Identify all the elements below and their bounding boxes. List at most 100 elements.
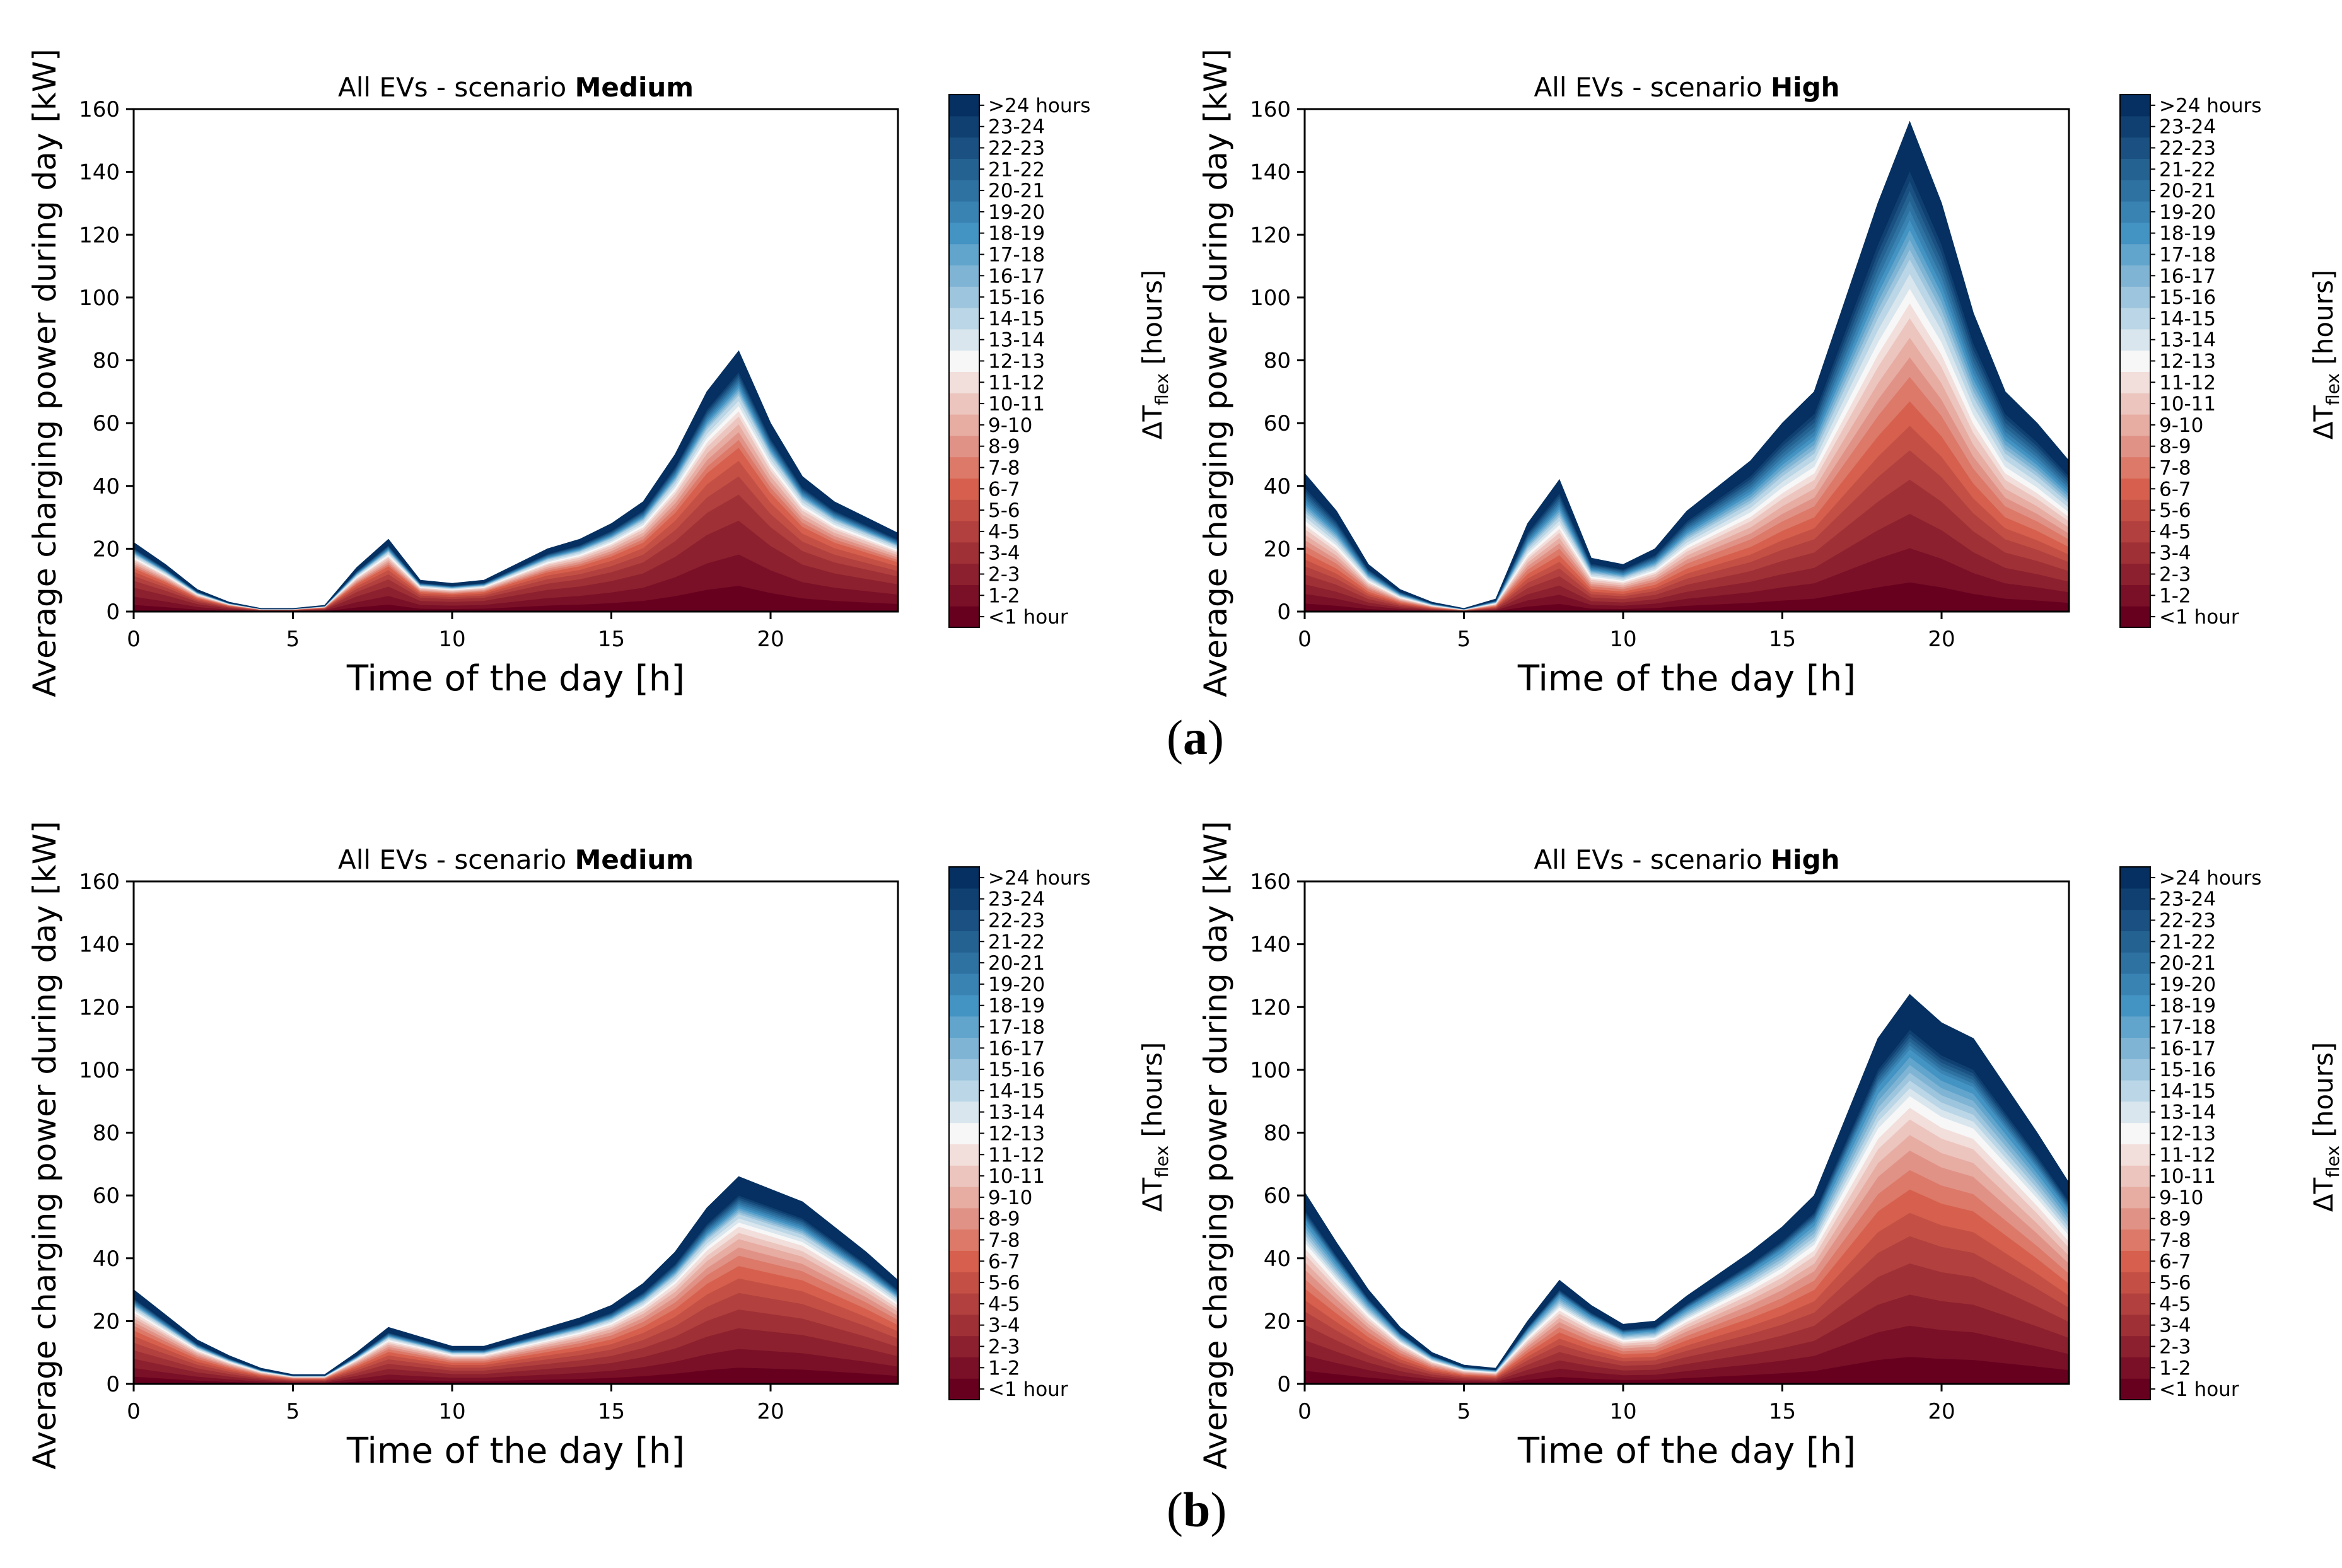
colorbar-tick-label: 11-12 — [988, 371, 1045, 394]
y-tick-label: 40 — [93, 474, 120, 499]
colorbar-swatch-11 — [2120, 1165, 2150, 1187]
colorbar-swatch-6 — [949, 1272, 979, 1294]
colorbar-tick-label: 19-20 — [2159, 973, 2216, 996]
y-tick-label: 160 — [1250, 97, 1291, 122]
colorbar-swatch-10 — [2120, 1187, 2150, 1209]
colorbar-swatch-5 — [949, 1293, 979, 1315]
colorbar-swatch-9 — [949, 435, 979, 458]
y-tick-label: 140 — [1250, 160, 1291, 185]
colorbar-tick-label: <1 hour — [2159, 1378, 2239, 1401]
colorbar-tick-label: 22-23 — [2159, 137, 2216, 160]
colorbar-tick-label: 4-5 — [2159, 521, 2191, 543]
colorbar-tick-label: 20-21 — [2159, 180, 2216, 202]
chart-title: All EVs - scenario Medium — [338, 72, 694, 103]
colorbar-tick-label: 21-22 — [988, 931, 1045, 953]
colorbar-tick-label: 9-10 — [988, 414, 1032, 437]
colorbar-swatch-18 — [949, 1016, 979, 1038]
colorbar-swatch-2 — [949, 1357, 979, 1379]
colorbar-tick-label: 15-16 — [2159, 1059, 2216, 1081]
colorbar-tick-label: 9-10 — [2159, 1187, 2203, 1209]
colorbar-swatch-12 — [949, 371, 979, 393]
colorbar-label-suffix: [hours] — [2308, 270, 2339, 373]
colorbar-swatch-21 — [2120, 180, 2150, 202]
y-tick-label: 40 — [93, 1246, 120, 1272]
y-tick-label: 20 — [93, 1309, 120, 1334]
colorbar-tick-label: 10-11 — [988, 393, 1045, 415]
area-bands — [1304, 120, 2070, 612]
chart-title-prefix: All EVs - scenario — [338, 844, 575, 875]
colorbar-swatch-23 — [949, 909, 979, 931]
x-tick-label: 5 — [1457, 1399, 1471, 1424]
colorbar-swatch-2 — [2120, 1357, 2150, 1379]
colorbar-swatch-4 — [949, 1314, 979, 1337]
colorbar-swatch-15 — [949, 308, 979, 330]
colorbar-swatch-6 — [2120, 499, 2150, 521]
y-axis-label: Average charging power during day [kW] — [1197, 821, 1234, 1470]
colorbar-swatch-23 — [2120, 137, 2150, 159]
colorbar-swatch-17 — [2120, 1037, 2150, 1059]
colorbar-tick-label: 14-15 — [2159, 1080, 2216, 1103]
colorbar-swatch-4 — [2120, 1314, 2150, 1337]
colorbar-frame — [948, 94, 980, 628]
colorbar-tick-label: >24 hours — [988, 867, 1090, 890]
colorbar-swatch-7 — [2120, 478, 2150, 500]
colorbar-tick-label: >24 hours — [988, 95, 1090, 117]
colorbar-swatch-8 — [2120, 1229, 2150, 1251]
colorbar-swatch-7 — [949, 478, 979, 500]
colorbar-swatch-4 — [2120, 542, 2150, 564]
colorbar-swatch-19 — [2120, 994, 2150, 1017]
colorbar-tick-label: 10-11 — [2159, 393, 2216, 415]
colorbar-swatch-3 — [949, 1335, 979, 1357]
colorbar-tick-label: 14-15 — [988, 308, 1045, 330]
colorbar-swatch-21 — [949, 180, 979, 202]
colorbar-swatch-19 — [949, 222, 979, 245]
y-tick-label: 100 — [1250, 1058, 1291, 1083]
colorbar-swatch-20 — [949, 201, 979, 223]
colorbar-tick-label: 6-7 — [988, 1250, 1020, 1273]
colorbar-swatch-25 — [949, 867, 979, 889]
colorbar-tick-label: 23-24 — [988, 116, 1045, 139]
colorbar-tick-label: 12-13 — [988, 1123, 1045, 1146]
area-bands — [1304, 994, 2070, 1385]
colorbar-tick-label: 8-9 — [2159, 1208, 2191, 1231]
chart-4: 0 5 10 15 20 0 20 40 60 80 100 120 140 160 All EVs - s… — [1197, 821, 2342, 1472]
colorbar-tick-label: 2-3 — [2159, 564, 2191, 586]
colorbar-tick-label: 16-17 — [2159, 1037, 2216, 1060]
colorbar-swatch-20 — [949, 973, 979, 996]
colorbar-tick-label: 8-9 — [988, 436, 1020, 458]
x-axis-label: Time of the day [h] — [346, 658, 685, 699]
x-tick-label: 15 — [1769, 1399, 1796, 1424]
colorbar-swatch-3 — [2120, 1335, 2150, 1357]
colorbar-tick-label: 22-23 — [988, 137, 1045, 160]
colorbar-tick-label: 15-16 — [988, 1059, 1045, 1081]
panel-label-b: (b) — [1167, 1482, 1227, 1537]
colorbar-tick-label: 18-19 — [988, 995, 1045, 1018]
colorbar-swatch-17 — [949, 265, 979, 287]
colorbar-tick-label: 14-15 — [2159, 308, 2216, 330]
colorbar-swatch-12 — [949, 1144, 979, 1166]
colorbar-label-suffix: [hours] — [1137, 1042, 1168, 1146]
area-bands — [133, 1176, 899, 1385]
colorbar-swatch-20 — [2120, 973, 2150, 996]
colorbar-swatch-12 — [2120, 1144, 2150, 1166]
colorbar-label-sub: flex — [2322, 373, 2342, 405]
colorbar-tick-label: 17-18 — [988, 244, 1045, 267]
y-tick-label: 20 — [1264, 537, 1291, 562]
colorbar-swatch-24 — [2120, 888, 2150, 910]
colorbar-swatch-7 — [949, 1250, 979, 1272]
colorbar-label-prefix: ΔT — [2308, 1178, 2339, 1212]
colorbar-swatch-15 — [2120, 308, 2150, 330]
colorbar-swatch-1 — [2120, 606, 2150, 628]
chart-title: All EVs - scenario High — [1534, 844, 1839, 875]
colorbar-swatch-15 — [2120, 1080, 2150, 1102]
colorbar-label-prefix: ΔT — [1137, 1178, 1168, 1212]
y-tick-label: 160 — [79, 869, 120, 895]
colorbar-swatch-24 — [949, 888, 979, 910]
colorbar-swatch-10 — [949, 1187, 979, 1209]
colorbar-swatch-17 — [949, 1037, 979, 1059]
x-tick-label: 20 — [1928, 627, 1955, 652]
colorbar-tick-label: 10-11 — [988, 1165, 1045, 1188]
x-tick-label: 0 — [127, 627, 141, 652]
colorbar-label-sub: flex — [2322, 1146, 2342, 1178]
x-tick-label: 10 — [1609, 1399, 1636, 1424]
